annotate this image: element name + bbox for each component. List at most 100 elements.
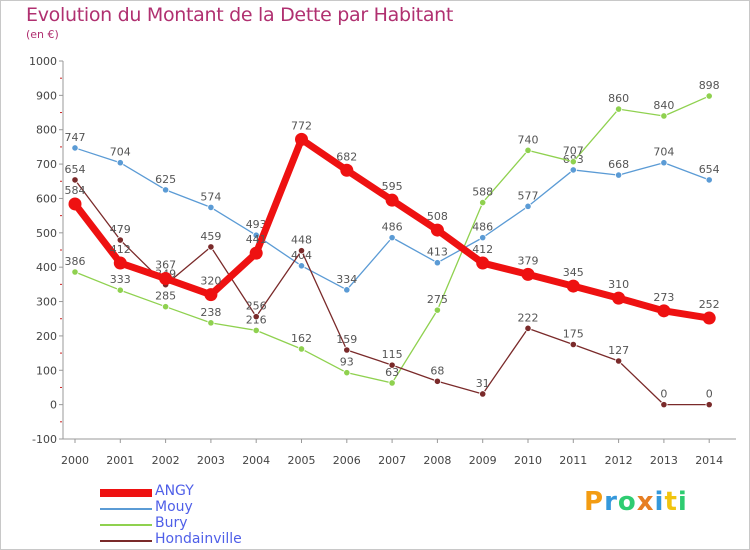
chart-title: Evolution du Montant de la Dette par Hab…: [26, 4, 454, 26]
data-point: [614, 105, 623, 113]
data-point: [524, 324, 532, 332]
data-label: 840: [653, 99, 674, 112]
legend-swatch: [100, 489, 152, 497]
data-label: 413: [427, 246, 448, 259]
data-point: [340, 163, 354, 177]
data-label: 127: [608, 344, 629, 357]
logo-letter: o: [617, 487, 637, 517]
x-tick-label: 2012: [605, 454, 633, 467]
data-label: 508: [427, 210, 448, 223]
data-point: [569, 158, 577, 166]
data-label: 386: [65, 255, 86, 268]
data-label: 486: [472, 221, 493, 234]
data-point: [252, 326, 260, 335]
data-point: [479, 234, 487, 242]
data-label: 704: [110, 146, 131, 159]
data-label: 486: [382, 221, 403, 234]
x-tick-label: 2014: [695, 454, 723, 467]
data-label: 668: [608, 158, 629, 171]
logo-letter: P: [584, 487, 605, 517]
data-point: [388, 234, 396, 242]
legend-item-hondainville: Hondainville: [100, 531, 300, 548]
x-tick-label: 2002: [152, 454, 180, 467]
logo-letter: i: [677, 487, 688, 517]
data-label: 93: [340, 356, 354, 369]
data-point: [660, 401, 668, 409]
logo-letter: t: [664, 487, 678, 517]
data-label: 772: [291, 119, 312, 132]
data-label: 625: [155, 173, 176, 186]
data-point: [71, 176, 79, 184]
data-point: [566, 279, 580, 293]
data-label: 479: [110, 223, 131, 236]
y-tick-label: 1000: [29, 55, 57, 68]
data-label: 584: [65, 184, 86, 197]
data-label: 441: [246, 233, 267, 246]
data-point: [343, 346, 351, 354]
data-point: [343, 286, 351, 294]
data-point: [476, 256, 490, 270]
chart-subtitle: (en €): [26, 28, 59, 41]
x-tick-label: 2009: [469, 454, 497, 467]
data-point: [159, 272, 173, 286]
data-point: [343, 369, 351, 377]
legend-swatch: [100, 524, 152, 526]
x-tick-label: 2004: [242, 454, 270, 467]
data-label: 333: [110, 273, 131, 286]
data-point: [569, 166, 577, 174]
legend-item-bury: Bury: [100, 515, 300, 532]
x-tick-label: 2007: [378, 454, 406, 467]
data-label: 412: [110, 243, 131, 256]
legend-label: Mouy: [155, 499, 193, 515]
data-point: [385, 193, 399, 207]
data-point: [295, 132, 308, 146]
x-tick-label: 2008: [423, 454, 451, 467]
data-point: [657, 304, 671, 318]
x-tick-label: 2011: [559, 454, 587, 467]
data-point: [479, 198, 487, 207]
data-label: 320: [200, 275, 221, 288]
data-point: [433, 377, 441, 385]
y-tick-label: 0: [50, 399, 57, 412]
legend-swatch: [100, 540, 152, 542]
x-tick-label: 2001: [106, 454, 134, 467]
y-tick-label: 200: [36, 330, 57, 343]
data-point: [297, 262, 306, 270]
data-label: 654: [699, 163, 720, 176]
data-label: 577: [518, 189, 539, 202]
y-tick-label: 100: [36, 364, 57, 377]
data-point: [116, 159, 124, 167]
x-tick-label: 2003: [197, 454, 225, 467]
data-label: 459: [200, 230, 221, 243]
data-label: 588: [472, 186, 493, 199]
data-point: [71, 144, 79, 152]
logo-letter: i: [654, 487, 665, 517]
data-label: 159: [336, 333, 357, 346]
data-label: 63: [385, 366, 399, 379]
data-point: [705, 176, 713, 184]
data-point: [116, 236, 124, 244]
data-label: 275: [427, 293, 448, 306]
data-point: [521, 267, 535, 281]
data-point: [614, 357, 623, 365]
legend-label: Bury: [155, 515, 188, 531]
x-tick-label: 2000: [61, 454, 89, 467]
data-point: [524, 202, 532, 210]
y-tick-label: 900: [36, 89, 57, 102]
data-point: [116, 286, 124, 294]
data-label: 31: [476, 377, 490, 390]
data-point: [569, 340, 577, 349]
data-label: 68: [430, 364, 444, 377]
data-point: [252, 313, 260, 321]
data-point: [207, 203, 215, 211]
data-label: 256: [246, 300, 267, 313]
data-point: [702, 311, 716, 325]
y-tick-label: 300: [36, 296, 57, 309]
data-label: 707: [563, 145, 584, 158]
data-label: 0: [706, 388, 713, 401]
y-tick-label: 700: [36, 158, 57, 171]
data-point: [207, 243, 215, 251]
data-point: [660, 112, 668, 120]
data-label: 682: [336, 150, 357, 163]
